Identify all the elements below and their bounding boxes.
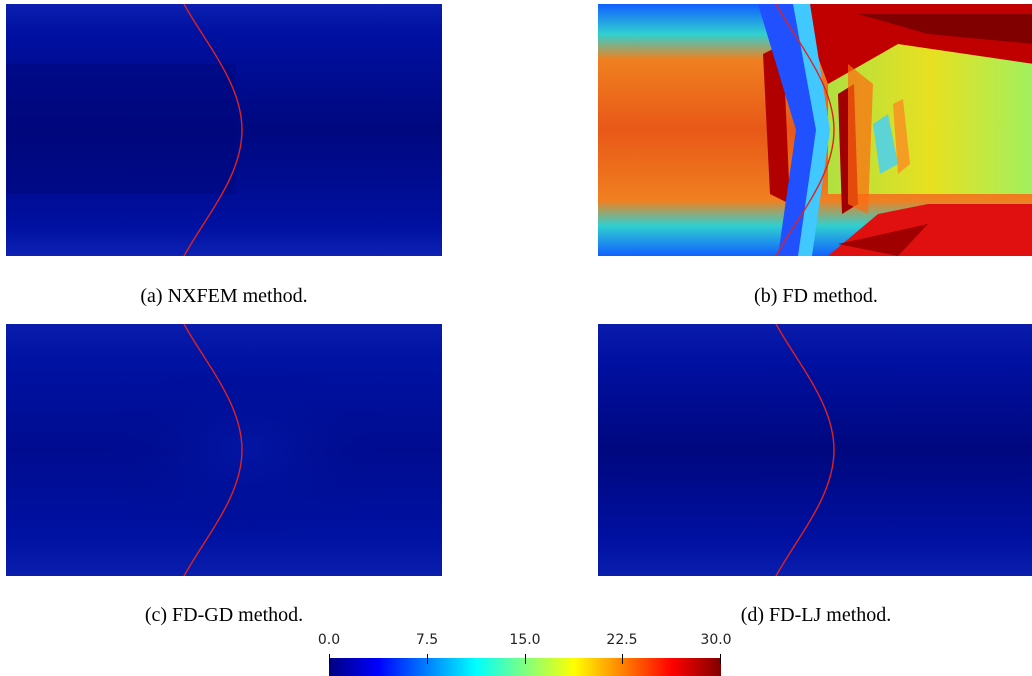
interface-cyan-band	[793, 4, 830, 256]
fd-field-svg	[598, 4, 1032, 256]
nxfem-field-svg	[6, 4, 442, 256]
field-shade	[6, 64, 236, 194]
colorbar-tick-label: 15.0	[509, 632, 541, 648]
interface-line	[183, 4, 243, 256]
colorbar-tick	[720, 654, 721, 664]
caption-nxfem: (a) NXFEM method.	[140, 285, 308, 307]
interface-line	[183, 324, 243, 576]
colorbar-tick	[622, 654, 623, 664]
colorbar-tick	[427, 654, 428, 664]
colorbar-tick-label: 22.5	[606, 632, 638, 648]
cool-patch	[873, 114, 898, 174]
interface-line	[775, 4, 835, 256]
fd-field-plot	[598, 4, 1032, 256]
fd-gd-field-plot	[6, 324, 442, 576]
fd-lj-field-svg	[598, 324, 1032, 576]
top-hot-core	[858, 14, 1032, 44]
fd-gd-field-svg	[6, 324, 442, 576]
fd-lj-field-plot	[598, 324, 1032, 576]
colorbar-tick	[329, 654, 330, 664]
caption-fd: (b) FD method.	[754, 285, 878, 307]
field-background	[598, 324, 1032, 576]
interface-line	[775, 324, 835, 576]
colorbar-tick	[525, 654, 526, 664]
field-glow	[6, 324, 442, 576]
colorbar-tick-label: 7.5	[415, 632, 439, 648]
colorbar-tick-label: 30.0	[700, 632, 732, 648]
warm-patch	[893, 99, 910, 174]
caption-fd-lj: (d) FD-LJ method.	[740, 604, 892, 626]
caption-fd-gd: (c) FD-GD method.	[144, 604, 304, 626]
colorbar-tick-label: 0.0	[317, 632, 341, 648]
center-orange	[848, 64, 873, 214]
bottom-hot-core	[838, 224, 928, 256]
nxfem-field-plot	[6, 4, 442, 256]
